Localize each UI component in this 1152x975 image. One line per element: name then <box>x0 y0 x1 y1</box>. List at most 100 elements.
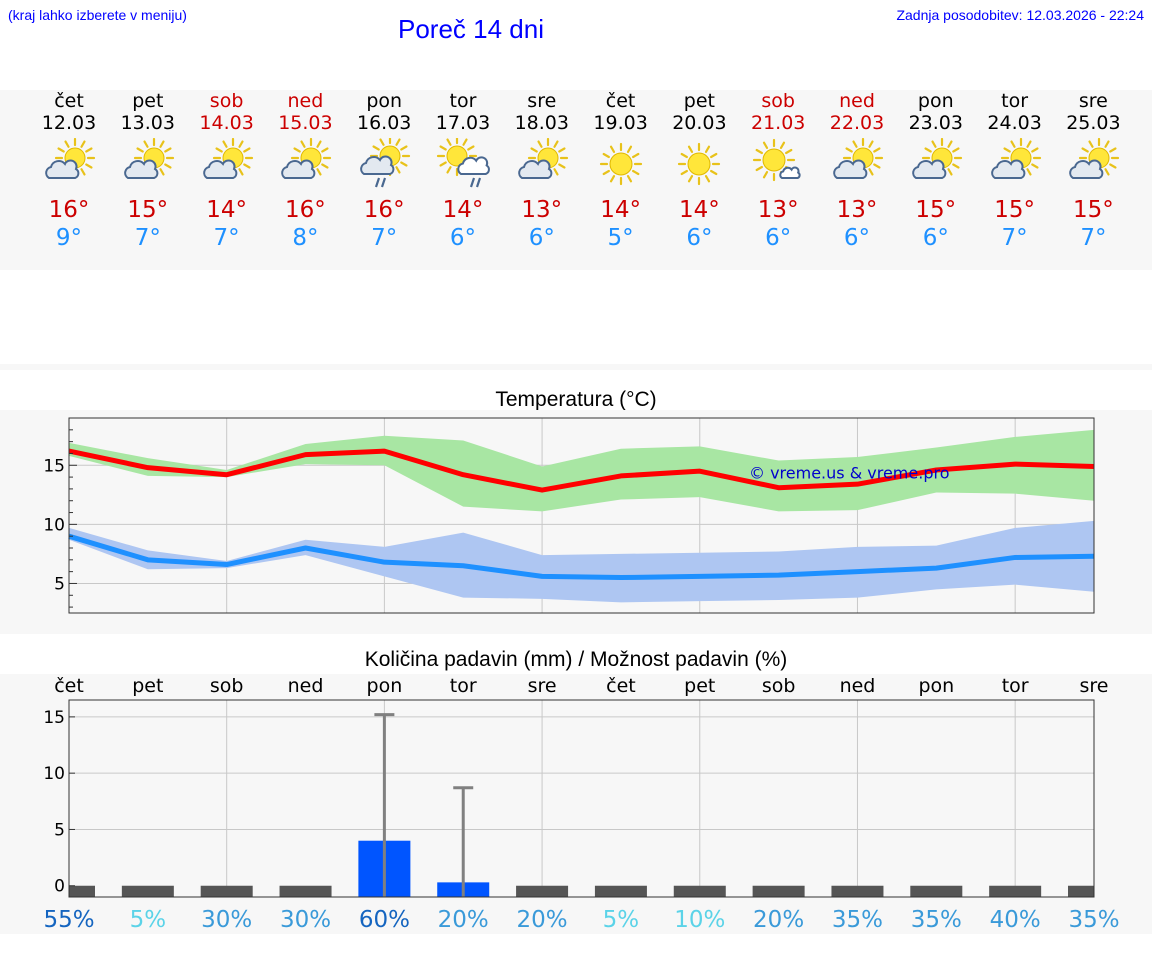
day-column: pet 13.03 15° 7° <box>108 90 188 252</box>
min-temp: 7° <box>371 225 398 251</box>
day-label: ned <box>288 675 324 697</box>
y-tick-label: 5 <box>54 574 65 594</box>
sun-icon <box>599 142 642 186</box>
max-temp: 14° <box>679 197 720 223</box>
precipitation-chart: čet pet sob ned pon tor sre čet pet sob ned pon tor s… <box>43 675 1119 933</box>
precip-probability: 20% <box>753 907 804 933</box>
day-label: tor <box>1002 675 1029 697</box>
day-column: sre 25.03 15° 7° <box>1053 90 1133 252</box>
day-label: čet <box>54 675 84 697</box>
max-temp: 14° <box>600 197 641 223</box>
plot-area <box>69 700 1094 897</box>
partly-cloudy-icon <box>911 138 962 179</box>
max-temp: 16° <box>363 197 405 223</box>
max-temp: 15° <box>1073 197 1114 223</box>
y-tick-label: 15 <box>43 456 65 476</box>
day-date: 24.03 <box>987 112 1042 134</box>
precip-bar <box>1068 885 1094 897</box>
max-temp: 16° <box>285 197 326 223</box>
min-temp: 6° <box>528 225 555 251</box>
day-column: tor 17.03 14° 6° <box>423 90 503 252</box>
day-column: sob 14.03 14° 7° <box>187 90 267 252</box>
day-label: sob <box>210 675 244 697</box>
day-column: pet 20.03 14° 6° <box>659 90 739 252</box>
day-name: sob <box>209 90 244 112</box>
precip-bar <box>69 885 95 897</box>
precip-bar <box>989 885 1042 897</box>
partly-cloudy-icon <box>517 138 568 179</box>
day-column: sre 18.03 13° 6° <box>502 90 582 252</box>
max-temp: 13° <box>757 197 799 223</box>
precipitation-title: Količina padavin (mm) / Možnost padavin … <box>364 648 788 671</box>
day-name: pon <box>917 90 954 112</box>
precip-bar <box>831 885 884 897</box>
day-date: 15.03 <box>278 112 333 134</box>
day-name: ned <box>839 90 875 112</box>
day-name: ned <box>287 90 324 112</box>
partly-cloudy-icon <box>45 138 96 179</box>
day-label: pet <box>132 675 163 697</box>
day-date: 23.03 <box>908 112 963 134</box>
y-tick-label: 10 <box>43 515 65 535</box>
precip-probability: 35% <box>1068 907 1119 933</box>
precip-probability: 60% <box>359 907 410 933</box>
max-temp: 16° <box>48 197 90 223</box>
partly-cloudy-icon <box>281 138 332 179</box>
precip-bar <box>121 885 174 897</box>
precip-bar <box>752 885 805 897</box>
y-tick-label: 0 <box>54 877 65 897</box>
precip-probability: 10% <box>674 907 725 933</box>
y-tick-label: 5 <box>54 820 65 840</box>
partly-cloudy-icon <box>833 138 884 179</box>
day-name: čet <box>605 90 636 112</box>
precip-probability: 5% <box>130 907 167 933</box>
partly-cloudy-icon <box>1069 138 1120 179</box>
precip-probability: 20% <box>438 907 489 933</box>
separator <box>0 364 1152 370</box>
min-temp: 6° <box>765 225 792 251</box>
sun-cloud-rain-icon <box>436 138 490 188</box>
day-label: pet <box>684 675 715 697</box>
day-column: pon 16.03 16° 7° <box>344 90 424 252</box>
day-date: 18.03 <box>514 112 569 134</box>
day-date: 19.03 <box>593 112 648 134</box>
precip-probability: 55% <box>43 907 94 933</box>
partly-cloudy-rain-icon <box>360 138 411 188</box>
temperature-title: Temperatura (°C) <box>495 388 657 411</box>
day-column: sob 21.03 13° 6° <box>738 90 818 252</box>
day-label: pon <box>918 675 954 697</box>
precip-bar <box>200 885 253 897</box>
max-temp: 13° <box>836 197 878 223</box>
sun-small-cloud-icon <box>753 138 801 182</box>
max-temp: 13° <box>521 197 563 223</box>
day-name: sob <box>761 90 795 112</box>
precip-bar <box>673 885 726 897</box>
max-temp: 15° <box>127 197 169 223</box>
day-column: pon 23.03 15° 6° <box>896 90 976 252</box>
precip-probability: 40% <box>990 907 1041 933</box>
day-date: 22.03 <box>829 112 885 134</box>
day-date: 21.03 <box>750 112 806 134</box>
min-temp-line <box>68 533 1095 581</box>
precip-probability: 30% <box>280 907 331 933</box>
day-label: sre <box>1080 675 1109 697</box>
day-label: čet <box>606 675 636 697</box>
day-date: 20.03 <box>672 112 727 134</box>
day-label: sre <box>528 675 557 697</box>
precip-probability: 35% <box>911 907 962 933</box>
max-range-band <box>69 429 1094 512</box>
forecast-band <box>0 90 1152 270</box>
day-date: 16.03 <box>356 112 412 134</box>
min-temp: 9° <box>55 225 83 251</box>
precip-probability: 35% <box>832 907 883 933</box>
min-temp: 8° <box>292 225 319 251</box>
precip-probability: 30% <box>201 907 252 933</box>
day-column: ned 15.03 16° 8° <box>265 90 345 252</box>
precip-bar <box>279 885 332 897</box>
min-temp: 5° <box>607 225 634 251</box>
min-temp: 7° <box>1001 225 1028 251</box>
sun-icon <box>678 142 721 186</box>
y-tick-label: 10 <box>43 764 65 784</box>
max-temp: 15° <box>915 197 957 223</box>
last-update: Zadnja posodobitev: 12.03.2026 - 22:24 <box>896 7 1144 23</box>
